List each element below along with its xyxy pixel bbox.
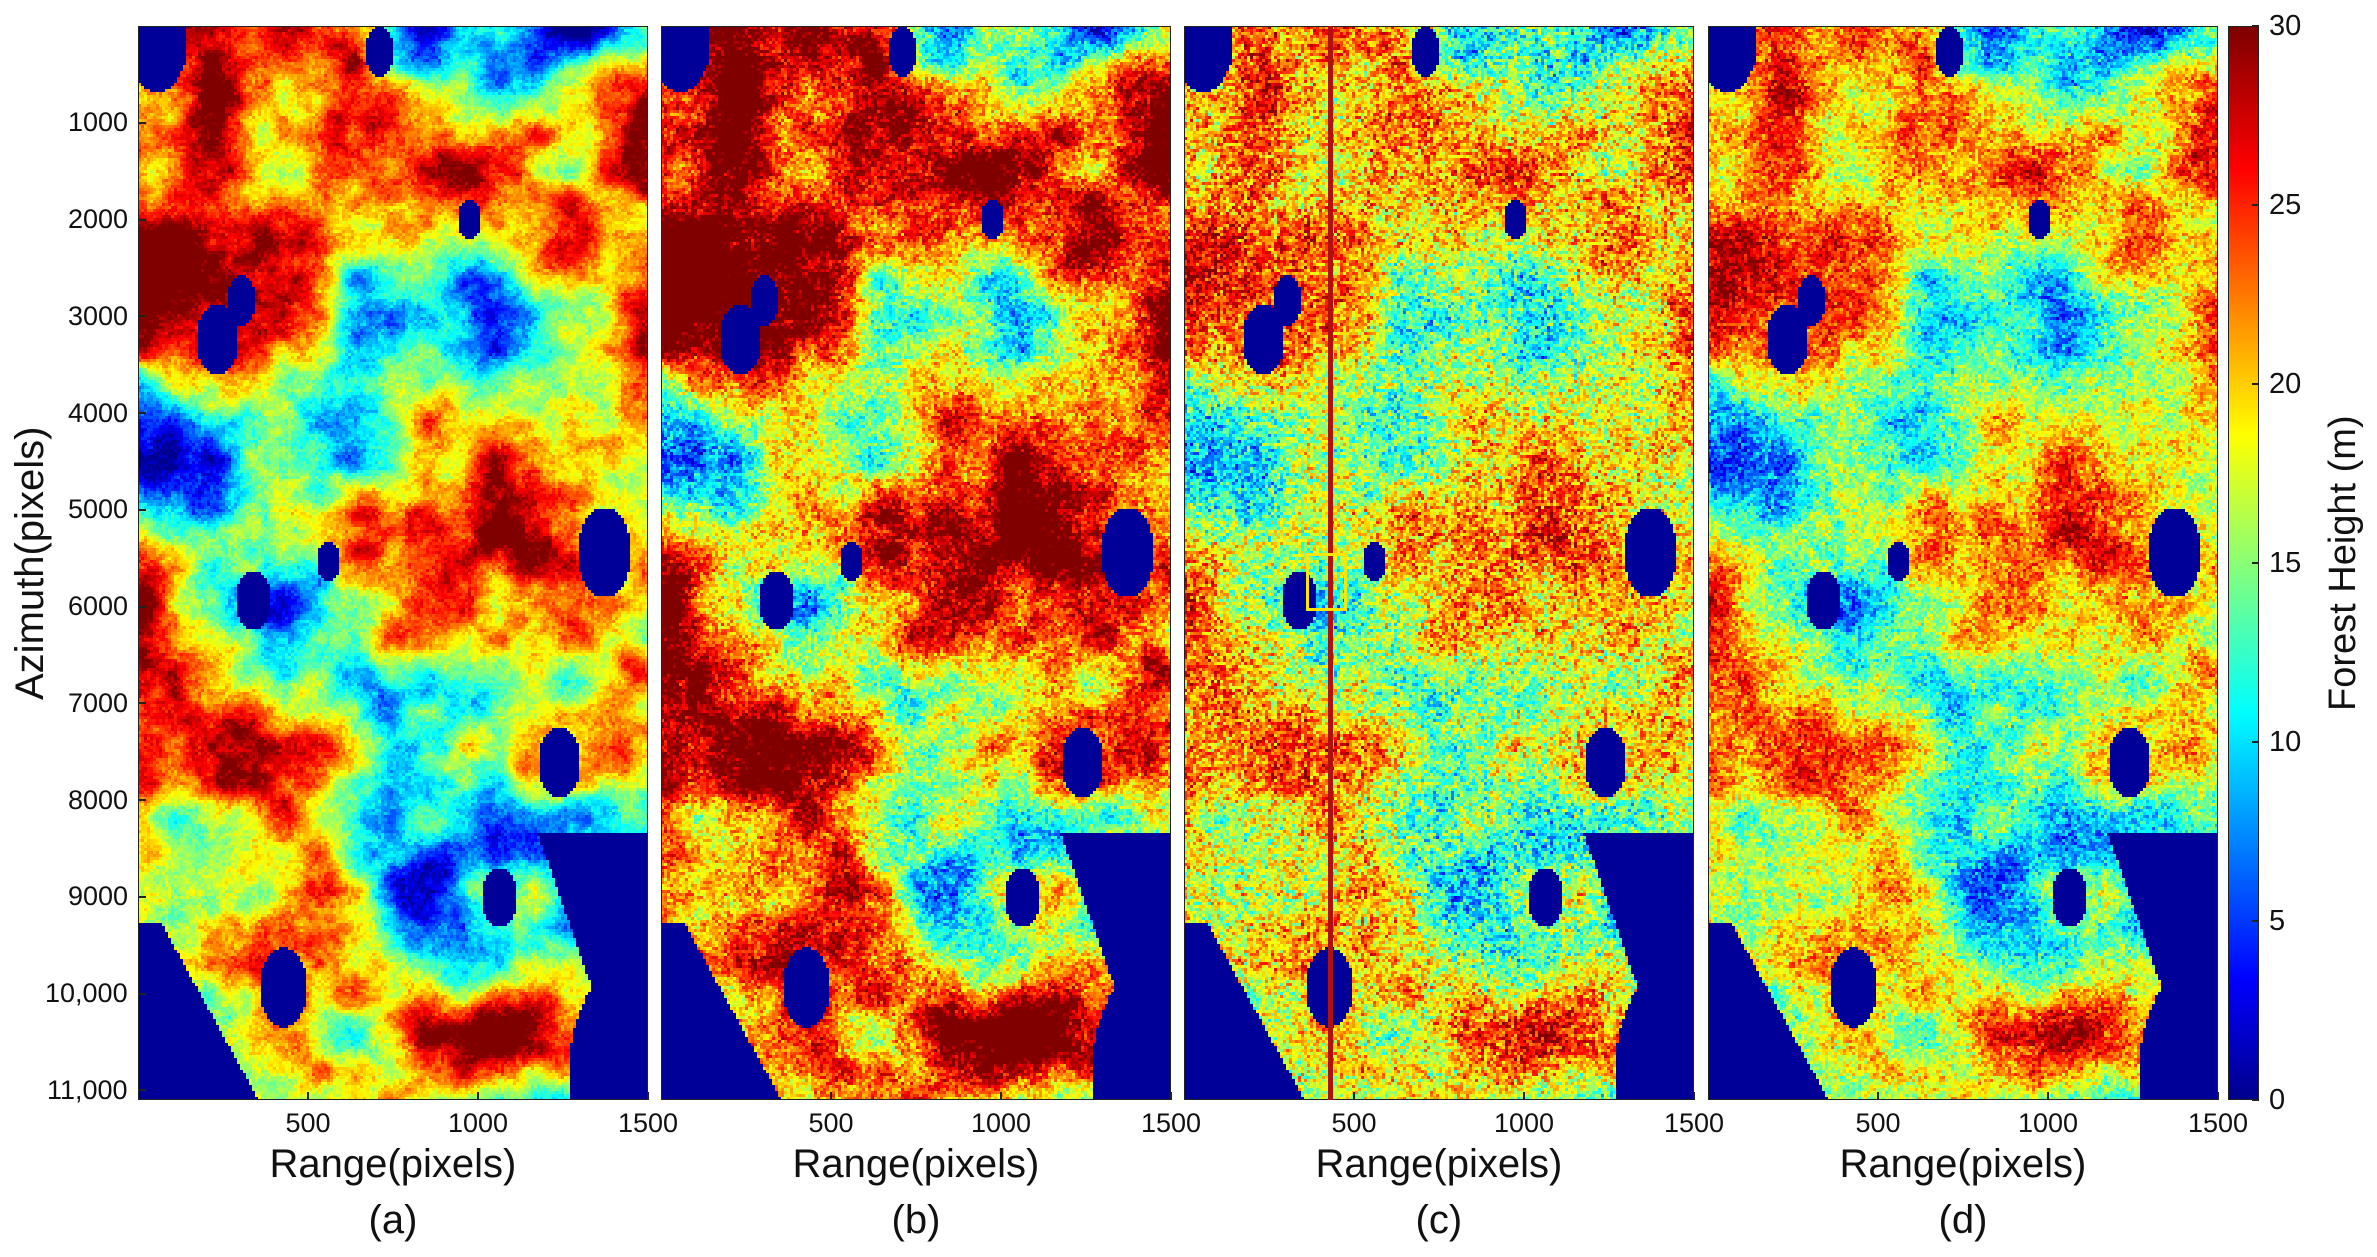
colorbar-label: Forest Height (m) bbox=[2322, 415, 2364, 711]
colorbar-tick-label: 5 bbox=[2269, 904, 2286, 937]
x-tick-mark bbox=[1523, 1092, 1525, 1100]
heatmap-panel-d bbox=[1708, 26, 2218, 1100]
x-tick-mark bbox=[477, 1092, 479, 1100]
y-tick-mark bbox=[138, 895, 146, 898]
colorbar-tick-mark bbox=[2252, 562, 2259, 564]
colorbar-tick-label: 10 bbox=[2269, 725, 2302, 758]
y-tick-mark bbox=[138, 508, 146, 511]
colorbar-tick-label: 20 bbox=[2269, 367, 2302, 400]
panel-caption-d: (d) bbox=[1938, 1198, 1988, 1242]
x-tick-label: 1500 bbox=[1141, 1108, 1202, 1138]
colorbar-tick-mark bbox=[2252, 25, 2259, 27]
y-tick-mark bbox=[138, 1089, 146, 1092]
heatmap-panel-b bbox=[661, 26, 1171, 1100]
y-tick-mark bbox=[138, 412, 146, 415]
y-tick-mark bbox=[138, 218, 146, 221]
y-tick-label: 8000 bbox=[68, 784, 129, 815]
y-tick-label: 5000 bbox=[68, 494, 129, 525]
y-tick-label: 4000 bbox=[68, 397, 129, 428]
colorbar-tick-mark bbox=[2252, 741, 2259, 743]
y-tick-label: 2000 bbox=[68, 204, 129, 234]
heatmap-panel-a bbox=[138, 26, 648, 1100]
y-tick-label: 9000 bbox=[68, 881, 129, 912]
x-axis-label-c: Range(pixels) bbox=[1315, 1142, 1563, 1186]
y-axis-label: Azimuth(pixels) bbox=[8, 426, 52, 700]
y-tick-label: 11,000 bbox=[47, 1074, 128, 1105]
x-axis-label-a: Range(pixels) bbox=[269, 1142, 517, 1186]
roi-box bbox=[1306, 553, 1348, 612]
x-tick-label: 1500 bbox=[1664, 1108, 1725, 1138]
y-tick-label: 6000 bbox=[68, 591, 129, 622]
x-tick-label: 1000 bbox=[2018, 1108, 2079, 1138]
colorbar-tick-mark bbox=[2252, 1099, 2259, 1101]
y-tick-mark bbox=[138, 121, 146, 124]
y-tick-label: 10,000 bbox=[45, 978, 128, 1009]
x-tick-mark bbox=[830, 1092, 832, 1100]
x-tick-label: 1500 bbox=[2188, 1108, 2249, 1138]
heatmap-panel-c bbox=[1184, 26, 1694, 1100]
x-tick-mark bbox=[1693, 1092, 1695, 1100]
x-tick-mark bbox=[1353, 1092, 1355, 1100]
y-tick-mark bbox=[138, 799, 146, 802]
panel-caption-c: (c) bbox=[1415, 1198, 1463, 1242]
y-tick-mark bbox=[138, 992, 146, 995]
y-tick-label: 1000 bbox=[68, 107, 129, 138]
x-tick-mark bbox=[1000, 1092, 1002, 1100]
colorbar-tick-label: 15 bbox=[2269, 546, 2302, 579]
x-tick-mark bbox=[307, 1092, 309, 1100]
colorbar-tick-label: 30 bbox=[2269, 9, 2302, 42]
x-tick-label: 1000 bbox=[1494, 1108, 1555, 1138]
y-tick-mark bbox=[138, 605, 146, 608]
x-tick-label: 500 bbox=[1855, 1108, 1901, 1138]
y-tick-mark bbox=[138, 315, 146, 318]
x-axis-label-d: Range(pixels) bbox=[1839, 1142, 2087, 1186]
x-tick-label: 1500 bbox=[618, 1108, 679, 1138]
x-tick-mark bbox=[1170, 1092, 1172, 1100]
x-tick-mark bbox=[2047, 1092, 2049, 1100]
cut-line bbox=[1328, 26, 1334, 1100]
panel-caption-a: (a) bbox=[368, 1198, 418, 1242]
x-tick-label: 500 bbox=[808, 1108, 854, 1138]
colorbar-tick-mark bbox=[2252, 383, 2259, 385]
colorbar-tick-label: 25 bbox=[2269, 188, 2302, 221]
colorbar-tick-mark bbox=[2252, 920, 2259, 922]
panel-caption-b: (b) bbox=[891, 1198, 941, 1242]
x-tick-label: 500 bbox=[285, 1108, 331, 1138]
colorbar-tick-mark bbox=[2252, 204, 2259, 206]
x-tick-mark bbox=[1877, 1092, 1879, 1100]
x-tick-mark bbox=[647, 1092, 649, 1100]
x-tick-mark bbox=[2217, 1092, 2219, 1100]
x-tick-label: 1000 bbox=[448, 1108, 509, 1138]
x-axis-label-b: Range(pixels) bbox=[792, 1142, 1040, 1186]
colorbar-tick-label: 0 bbox=[2269, 1083, 2286, 1116]
y-tick-mark bbox=[138, 702, 146, 705]
x-tick-label: 500 bbox=[1331, 1108, 1377, 1138]
y-tick-label: 7000 bbox=[68, 687, 129, 718]
y-tick-label: 3000 bbox=[68, 300, 129, 331]
x-tick-label: 1000 bbox=[971, 1108, 1032, 1138]
